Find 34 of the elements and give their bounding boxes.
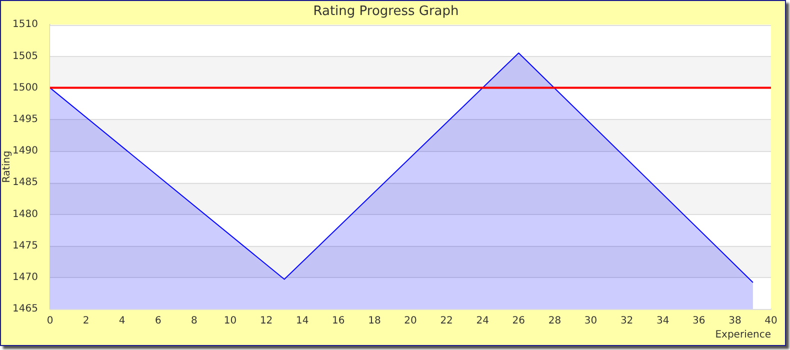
x-tick-label: 26: [512, 316, 526, 327]
x-tick-label: 36: [692, 316, 706, 327]
x-tick-label: 2: [82, 316, 90, 327]
x-tick-label: 4: [118, 316, 126, 327]
x-tick-label: 28: [548, 316, 562, 327]
y-tick-label: 1465: [12, 304, 38, 315]
y-tick-label: 1470: [12, 272, 38, 283]
x-tick-label: 22: [440, 316, 453, 327]
x-tick-label: 18: [368, 316, 381, 327]
y-tick-label: 1500: [12, 82, 38, 94]
y-tick-label: 1485: [12, 177, 38, 188]
x-tick-label: 16: [332, 316, 345, 327]
x-tick-label: 30: [584, 316, 598, 327]
y-tick-label: 1480: [12, 208, 38, 220]
x-tick-label: 12: [260, 316, 273, 327]
x-tick-label: 34: [656, 316, 670, 327]
y-tick-label: 1490: [12, 146, 38, 157]
x-tick-label: 40: [764, 316, 778, 327]
y-tick-label: 1475: [12, 240, 38, 252]
x-tick-label: 8: [191, 316, 198, 327]
x-tick-label: 32: [620, 316, 634, 327]
x-axis-title: Experience: [715, 330, 771, 341]
x-tick-label: 6: [154, 316, 162, 327]
x-tick-label: 14: [296, 316, 309, 327]
x-tick-label: 24: [476, 316, 489, 327]
x-tick-label: 20: [404, 316, 417, 327]
y-tick-label: 1495: [12, 114, 38, 125]
x-tick-label: 0: [46, 316, 54, 327]
x-tick-label: 38: [728, 316, 742, 327]
y-axis-title: Rating: [2, 150, 13, 183]
x-tick-label: 10: [224, 316, 237, 327]
y-tick-label: 1510: [12, 19, 38, 30]
chart-title: Rating Progress Graph: [313, 4, 459, 20]
y-tick-label: 1505: [12, 50, 38, 62]
